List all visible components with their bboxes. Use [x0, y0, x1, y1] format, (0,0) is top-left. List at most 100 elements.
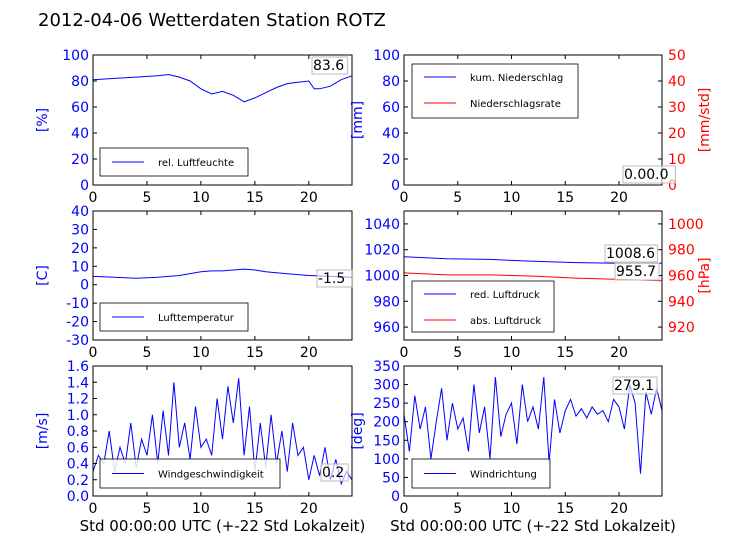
precip-ytick-label: 80: [382, 74, 400, 90]
pressure-ytick2-label: 940: [668, 294, 695, 310]
precip-xtick-label: 15: [556, 190, 574, 206]
winddir-xtick-label: 20: [610, 501, 628, 517]
temp-ytick-label: -20: [66, 315, 89, 331]
humidity-value-label-0: 83.6: [313, 58, 344, 74]
precip-ytick-label: 20: [382, 152, 400, 168]
precip-value-label-0: 0.00.0: [624, 167, 669, 183]
temp-legend-label-0: Lufttemperatur: [158, 313, 235, 324]
pressure-legend-label-0: red. Luftdruck: [470, 290, 540, 301]
humidity-xtick-label: 0: [89, 190, 98, 206]
temp-ytick-label: -10: [66, 296, 89, 312]
humidity-value-label-box-0: [311, 56, 349, 75]
wind-legend-label-0: Windgeschwindigkeit: [158, 470, 264, 481]
wind-xlabel: Std 00:00:00 UTC (+-22 Std Lokalzeit): [80, 517, 366, 535]
pressure-ytick2-label: 960: [668, 269, 695, 285]
winddir-xtick-label: 10: [503, 501, 521, 517]
winddir-value-label-0: 279.1: [614, 378, 654, 394]
humidity-ylabel: [%]: [35, 108, 51, 132]
precip-ytick-label: 100: [373, 48, 400, 64]
wind-ytick-label: 1.0: [67, 408, 89, 424]
winddir-ytick-label: 0: [391, 489, 400, 505]
precip-ylabel: [mm]: [350, 101, 366, 139]
humidity-ytick-label: 20: [71, 152, 89, 168]
temp-value-label-0: -1.5: [318, 271, 345, 287]
pressure-legend: red. Luftdruck abs. Luftdruck: [411, 280, 555, 333]
temp-ytick-label: 20: [71, 241, 89, 257]
precip-legend: kum. Niederschlag Niederschlagsrate: [411, 63, 579, 119]
winddir-xtick-label: 0: [400, 501, 409, 517]
pressure-ylabel2: [hPa]: [697, 257, 713, 293]
wind-ytick-label: 0.8: [67, 424, 89, 440]
wind-ylabel: [m/s]: [35, 413, 51, 450]
figure-title: 2012-04-06 Wetterdaten Station ROTZ: [38, 10, 386, 31]
humidity-xtick-label: 20: [300, 190, 318, 206]
winddir-ylabel: [deg]: [350, 412, 366, 449]
wind-xtick-label: 0: [89, 501, 98, 517]
precip-ytick-label: 40: [382, 126, 400, 142]
pressure-legend-label-1: abs. Luftdruck: [470, 316, 541, 327]
pressure-ytick2-label: 980: [668, 243, 695, 259]
wind-value-label-box-0: [320, 463, 349, 482]
wind-ytick-label: 0.6: [67, 440, 89, 456]
pressure-ytick-label: 960: [373, 320, 400, 336]
winddir-axes-frame: [403, 365, 663, 497]
winddir-ytick-label: 300: [373, 378, 400, 394]
pressure-xtick-label: 5: [453, 345, 462, 361]
precip-ytick2-label: 10: [668, 152, 686, 168]
precip-xtick-label: 20: [610, 190, 628, 206]
temp-ytick-label: 30: [71, 222, 89, 238]
wind-xtick-label: 15: [246, 501, 264, 517]
pressure-ytick-label: 1020: [364, 243, 400, 259]
pressure-ytick-label: 1040: [364, 217, 400, 233]
precip-ytick2-label: 30: [668, 100, 686, 116]
precip-ylabel2: [mm/std]: [697, 88, 713, 153]
pressure-ytick2-label: 920: [668, 320, 695, 336]
pressure-ytick-label: 980: [373, 294, 400, 310]
winddir-xtick-label: 5: [453, 501, 462, 517]
precip-legend-box: [411, 63, 579, 119]
temp-xtick-label: 5: [142, 345, 151, 361]
pressure-xtick-label: 10: [503, 345, 521, 361]
pressure-xtick-label: 0: [400, 345, 409, 361]
wind-xtick-label: 20: [300, 501, 318, 517]
humidity-ytick-label: 0: [80, 178, 89, 194]
humidity-ytick-label: 40: [71, 126, 89, 142]
wind-legend: Windgeschwindigkeit: [99, 458, 281, 489]
precip-ytick-label: 0: [391, 178, 400, 194]
pressure-legend-box: [411, 280, 555, 333]
pressure-ytick2-label: 1000: [668, 217, 704, 233]
temp-legend: Lufttemperatur: [99, 302, 249, 332]
humidity-xtick-label: 15: [246, 190, 264, 206]
pressure-xtick-label: 20: [610, 345, 628, 361]
winddir-ytick-label: 200: [373, 415, 400, 431]
wind-panel: 0 5 10 15 200.00.20.40.60.81.01.21.41.6[m/s]…: [35, 359, 365, 535]
precip-axes-frame: [403, 54, 663, 186]
winddir-ytick-label: 150: [373, 433, 400, 449]
wind-ytick-label: 1.6: [67, 359, 89, 375]
temp-xtick-label: 20: [300, 345, 318, 361]
precip-ytick2-label: 40: [668, 74, 686, 90]
precip-panel: 0 5 10 15 20 0 20 40 60 80 100 0 10 20 30 40 50 [mm] [mm/s…: [350, 48, 713, 206]
precip-legend-label-1: Niederschlagsrate: [470, 99, 561, 110]
humidity-xtick-label: 5: [142, 190, 151, 206]
humidity-axes-frame: [92, 54, 353, 186]
precip-ytick-label: 60: [382, 100, 400, 116]
wind-ytick-label: 0.0: [67, 489, 89, 505]
temp-ylabel: [C]: [35, 265, 51, 286]
precip-xtick-label: 10: [503, 190, 521, 206]
humidity-ytick-label: 60: [71, 100, 89, 116]
wind-value-label-0: 0.2: [322, 465, 344, 481]
humidity-legend-label-0: rel. Luftfeuchte: [158, 158, 234, 169]
humidity-panel: 0 5 10 15 20 0 20 40 60 80 100 [%] rel. Luftfeuchte 8…: [35, 48, 353, 206]
pressure-value-label-box-0: [604, 244, 658, 263]
temp-ytick-label: 40: [71, 204, 89, 220]
temp-value-label-box-0: [316, 269, 354, 288]
winddir-legend: Windrichtung: [411, 458, 551, 489]
humidity-ytick-label: 100: [62, 48, 89, 64]
precip-legend-label-0: kum. Niederschlag: [470, 73, 563, 84]
pressure-panel: 0 5 10 15 20 960 980 1000 1020 1040 920 940 960 980 10…: [364, 210, 713, 361]
precip-value-label-box-0: [622, 165, 676, 184]
